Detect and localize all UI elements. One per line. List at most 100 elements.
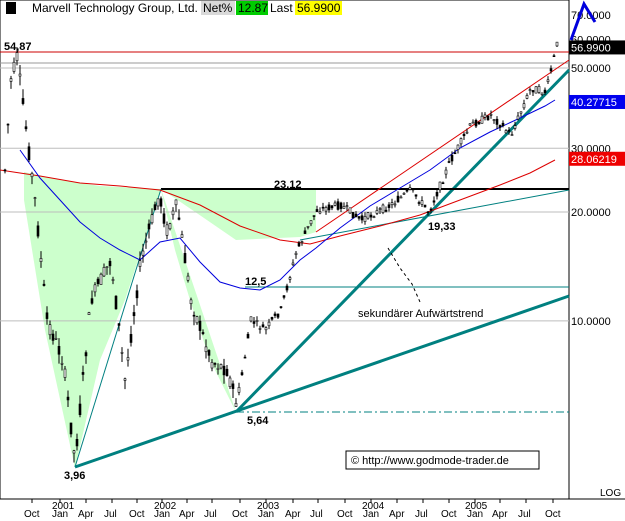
x-axis-labels: Oct Jan Apr Jul Oct Jan Apr Jul Oct Jan Apr Jul Oct J… (24, 499, 561, 520)
candle-body (486, 115, 490, 121)
candle-body (198, 320, 202, 331)
candle-body (315, 209, 319, 212)
candle-body (303, 230, 307, 234)
candle-body (312, 215, 316, 217)
x-month-label: Jan (52, 509, 68, 520)
x-month-label: Apr (492, 509, 508, 520)
candle-body (474, 120, 478, 127)
pattern-edge-left (74, 188, 162, 468)
candle-body (483, 114, 487, 118)
candle-body (390, 202, 394, 206)
candle-body (528, 89, 532, 91)
candle-body (252, 321, 256, 324)
candle-body (519, 111, 523, 114)
candle-body (408, 187, 412, 190)
candle-body (126, 357, 130, 361)
net-label: Net% (203, 1, 233, 15)
candle-body (270, 317, 274, 320)
candle-body (345, 205, 349, 207)
candle-body (27, 146, 31, 161)
candle-body (249, 316, 253, 322)
candle-body (411, 188, 415, 191)
candle-body (537, 86, 541, 93)
moving-average-red (0, 159, 556, 245)
candle-body (99, 273, 103, 285)
candle-body (339, 202, 343, 209)
candle-body (477, 121, 481, 125)
candle-body (273, 313, 277, 316)
candle-body (36, 225, 40, 237)
moving-averages (0, 99, 556, 291)
x-month-label: Oct (337, 509, 353, 520)
candle-body (54, 337, 58, 340)
candle-body (12, 61, 16, 72)
candle-body (114, 295, 118, 310)
candle-body (258, 328, 262, 330)
x-year-label: 2004 (362, 501, 385, 512)
candle-body (372, 216, 376, 218)
candle-body (513, 125, 517, 129)
x-month-label: Jan (154, 509, 170, 520)
chart-title: Marvell Technology Group, Ltd. (32, 1, 198, 15)
candle-body (396, 195, 400, 203)
candle-body (111, 279, 115, 281)
candle-body (414, 194, 418, 197)
last-label: Last (270, 1, 293, 15)
candle-body (321, 206, 325, 209)
x-month-label: Jan (258, 509, 274, 520)
candle-body (327, 204, 331, 211)
candle-body (108, 260, 112, 267)
candle-body (213, 363, 217, 365)
x-month-label: Oct (24, 509, 40, 520)
candle-body (189, 299, 193, 305)
long-term-trendline (74, 294, 570, 469)
y-axis-ticks: 70.000060.000050.000030.000020.000010.00… (571, 10, 611, 328)
candlesticks (3, 41, 559, 463)
candle-body (276, 313, 280, 318)
candle-body (93, 284, 97, 293)
x-year-label: 2002 (154, 501, 177, 512)
candle-body (438, 181, 442, 191)
candle-body (405, 189, 409, 192)
candle-body (375, 210, 379, 214)
x-month-label: Jan (363, 509, 379, 520)
y-tick-label: 50.0000 (571, 63, 611, 75)
candle-body (3, 169, 7, 172)
candle-body (234, 403, 238, 407)
candle-body (549, 68, 553, 72)
candle-body (501, 122, 505, 127)
candle-body (417, 202, 421, 204)
net-value: 12.87 (238, 1, 268, 15)
candle-body (510, 134, 514, 136)
candle-body (84, 352, 88, 357)
candle-body (447, 161, 451, 163)
candle-body (540, 92, 544, 95)
candle-body (444, 169, 448, 175)
candle-body (336, 201, 340, 210)
candle-body (285, 285, 289, 291)
candle-body (168, 223, 172, 230)
primary-trendline (234, 68, 571, 414)
candle-body (186, 275, 190, 281)
candle-body (147, 223, 151, 230)
candle-body (531, 90, 535, 93)
candle-body (207, 350, 211, 356)
candle-body (435, 191, 439, 197)
candle-body (69, 422, 73, 435)
candle-body (363, 216, 367, 222)
annotation-secondary-trend: sekundärer Aufwärtstrend (358, 308, 483, 320)
candle-body (66, 396, 70, 401)
x-month-label: Oct (545, 509, 561, 520)
price-tag-box (569, 151, 625, 166)
candle-body (264, 327, 268, 331)
candle-body (465, 131, 469, 134)
y-tick-label: 20.0000 (571, 207, 611, 219)
x-month-label: Oct (232, 509, 248, 520)
x-month-label: Oct (441, 509, 457, 520)
candle-body (267, 321, 271, 327)
candle-body (222, 365, 226, 376)
x-month-label: Oct (129, 509, 145, 520)
candle-body (33, 197, 37, 199)
candle-body (504, 130, 508, 134)
candle-body (456, 144, 460, 150)
